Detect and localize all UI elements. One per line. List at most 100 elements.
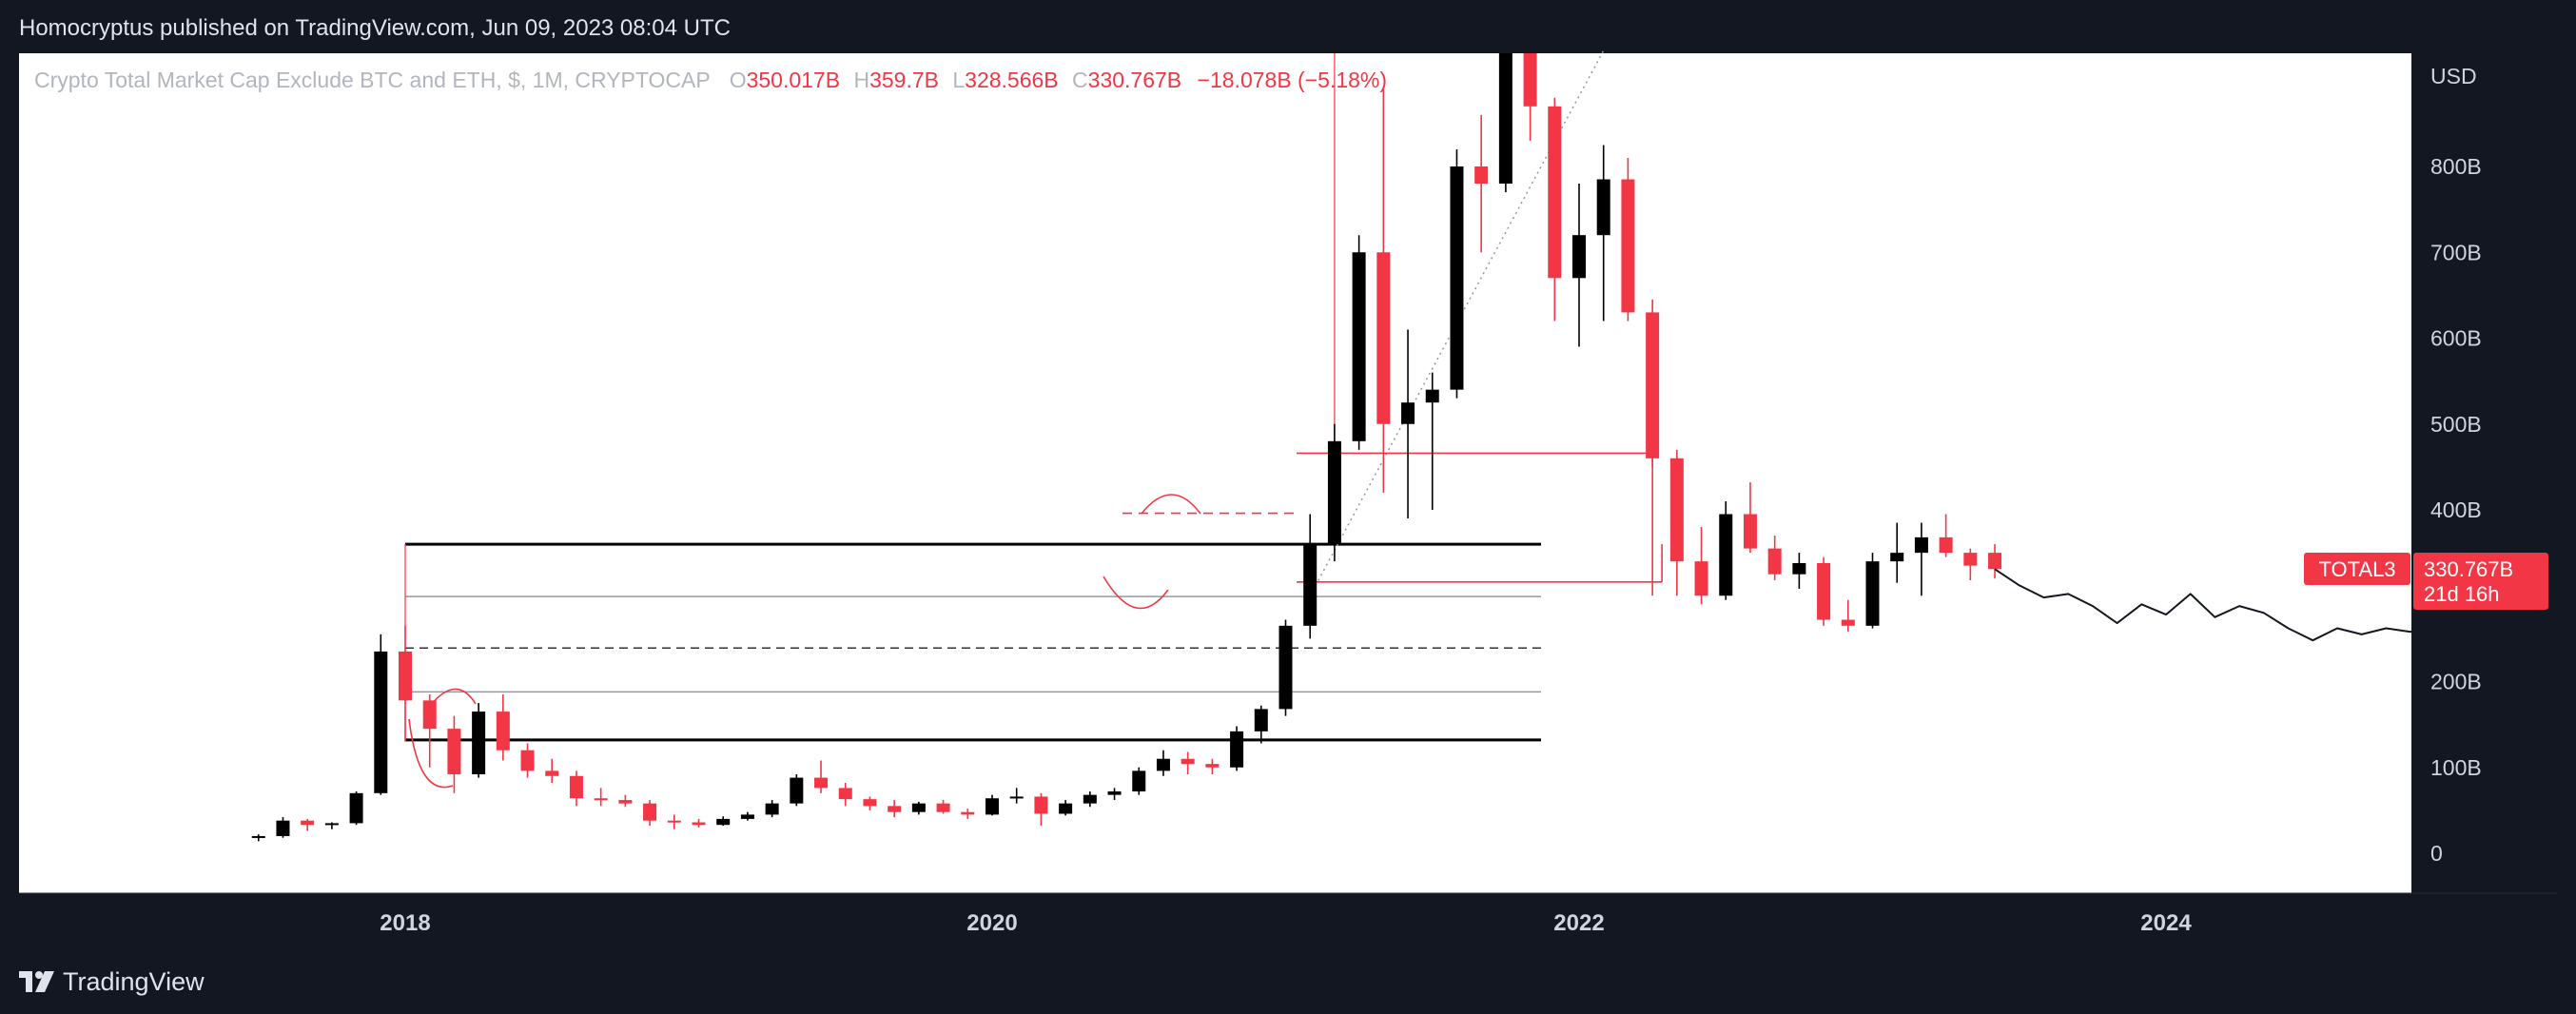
candle-body (251, 835, 265, 838)
tradingview-mark-icon (19, 971, 54, 992)
candle-body (692, 822, 706, 826)
x-tick-label: 2022 (1553, 910, 1604, 936)
symbol-tag (2304, 553, 2410, 585)
candle-body (1132, 770, 1146, 792)
y-tick-label: 0 (2430, 841, 2443, 866)
top-arc-2023 (1141, 494, 1201, 515)
candle-body (1278, 625, 1293, 710)
candle-body (1719, 514, 1733, 596)
ohlc-close-label: C (1072, 68, 1088, 92)
candle-body (1474, 166, 1489, 185)
candle-body (643, 803, 657, 821)
candle-body (740, 814, 754, 819)
symbol-tag-text: TOTAL3 (2318, 557, 2395, 581)
candle-body (716, 818, 731, 826)
x-tick-label: 2024 (2140, 910, 2192, 936)
candle-body (447, 729, 461, 774)
ohlc-high-value: 359.7B (869, 68, 939, 92)
candle-body (1303, 544, 1317, 626)
projection-path (1994, 568, 2576, 642)
candle-body (545, 770, 559, 776)
candle-body (1792, 562, 1806, 575)
price-tag-box (2413, 553, 2548, 610)
candle-body (301, 820, 315, 826)
candle-body (324, 823, 339, 826)
candle-body (765, 803, 779, 815)
currency-label: USD (2430, 64, 2477, 88)
candle-body (986, 798, 999, 815)
candle-body (1254, 709, 1268, 731)
price-axis[interactable] (2412, 53, 2557, 893)
candle-body (1156, 758, 1170, 771)
bottom-arc-2022 (1103, 575, 1169, 610)
ohlc-low-label: L (952, 68, 965, 92)
tradingview-logo[interactable]: TradingView (19, 967, 205, 997)
candle-body (863, 799, 877, 807)
candle-body (1890, 553, 1904, 562)
candle-body (1572, 235, 1586, 279)
candle-body (1034, 796, 1048, 814)
candle-body (569, 775, 583, 799)
candle-body (911, 803, 926, 812)
candle-body (1865, 561, 1880, 626)
ohlc-change: −18.078B (−5.18%) (1198, 68, 1387, 92)
candle-body (1817, 562, 1831, 620)
candle-body (1767, 548, 1782, 575)
candle-body (1230, 731, 1244, 768)
candle-body (1009, 796, 1024, 799)
candle-body (1181, 758, 1195, 765)
legend: Crypto Total Market Cap Exclude BTC and … (34, 68, 1387, 92)
price-tag-countdown: 21d 16h (2424, 582, 2500, 606)
candle-body (399, 651, 412, 701)
candle-body (594, 798, 608, 801)
x-tick-label: 2020 (966, 910, 1017, 936)
publish-header: Homocryptus published on TradingView.com… (0, 0, 2576, 53)
y-axis-labels: 0 100B 200B 400B 500B 600B 700B 800B (2430, 154, 2482, 866)
candle-body (1963, 553, 1978, 566)
range-annotations (1122, 53, 1663, 596)
candle-body (1669, 458, 1684, 562)
brand-name: TradingView (63, 966, 205, 996)
ohlc-close-value: 330.767B (1088, 68, 1181, 92)
candle-body (618, 800, 633, 804)
candle-body (1694, 561, 1708, 596)
x-tick-label: 2018 (380, 910, 430, 936)
candle-body (1450, 166, 1464, 390)
candle-body (374, 651, 388, 793)
candle-body (1621, 179, 1635, 313)
candle-body (349, 792, 363, 824)
candle-body (1059, 803, 1073, 814)
candle-body (520, 750, 535, 771)
plot-pane[interactable] (19, 53, 2411, 893)
price-tag: TOTAL3 330.767B 21d 16h (2304, 553, 2548, 610)
candle-body (1352, 252, 1366, 441)
footer: TradingView (19, 963, 205, 1001)
candle-body (1743, 514, 1757, 549)
candle-body (1523, 53, 1537, 107)
ohlc-low-value: 328.566B (965, 68, 1058, 92)
candle-body (1914, 536, 1928, 554)
candle-body (814, 777, 829, 789)
candle-body (1498, 53, 1512, 185)
y-tick-label: 700B (2430, 240, 2482, 264)
candle-body (790, 777, 804, 804)
candle-body (1425, 389, 1439, 403)
candle-body (936, 803, 950, 812)
y-tick-label: 400B (2430, 497, 2482, 522)
time-axis[interactable] (19, 893, 2557, 941)
candle-body (667, 820, 681, 823)
ohlc-open-value: 350.017B (747, 68, 840, 92)
candle-body (1939, 536, 1953, 554)
candle-body (422, 700, 437, 730)
x-axis-labels: 2018202020222024202620282030 (380, 910, 2192, 936)
candle-body (1401, 402, 1415, 424)
y-tick-label: 200B (2430, 670, 2482, 694)
candle-series (251, 53, 2002, 842)
publisher-line: Homocryptus published on TradingView.com… (19, 15, 731, 41)
y-tick-label: 800B (2430, 154, 2482, 179)
candle-body (838, 788, 852, 800)
ohlc-high-label: H (853, 68, 869, 92)
candle-body (276, 820, 290, 836)
candle-body (1107, 791, 1122, 795)
